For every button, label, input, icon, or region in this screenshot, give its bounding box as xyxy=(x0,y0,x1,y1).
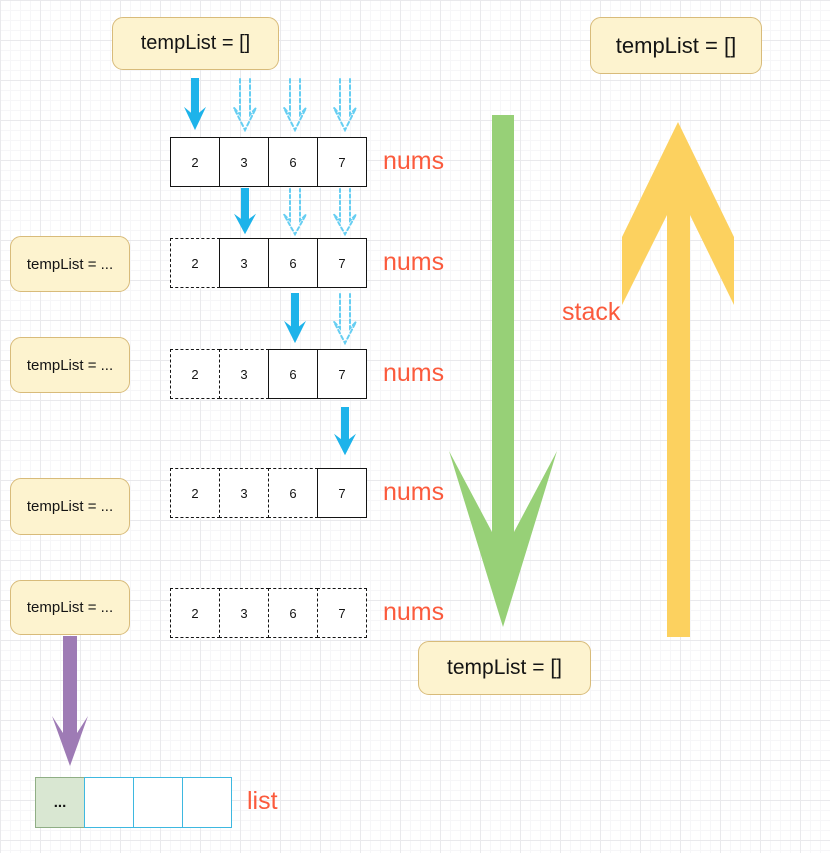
array-cell: 3 xyxy=(219,137,269,187)
nums-label: nums xyxy=(383,147,445,175)
dashed-down-arrow-icon xyxy=(233,78,257,132)
solid-down-arrow-icon xyxy=(183,78,207,132)
templist-ellipsis-callout: tempList = ... xyxy=(10,236,130,292)
dashed-down-arrow-icon xyxy=(283,188,307,236)
array-cell: 6 xyxy=(268,238,318,288)
dashed-down-arrow-icon xyxy=(283,78,307,132)
array-cell: 6 xyxy=(268,137,318,187)
solid-down-arrow-icon xyxy=(233,188,257,236)
nums-label: nums xyxy=(383,478,445,506)
solid-down-arrow-icon xyxy=(333,407,357,457)
array-cell: 7 xyxy=(317,238,367,288)
list-cell: ... xyxy=(35,777,85,828)
templist-empty-callout-top-left: tempList = [] xyxy=(112,17,279,70)
nums-label: nums xyxy=(383,248,445,276)
array-cell: 6 xyxy=(268,588,318,638)
dashed-down-arrow-icon xyxy=(333,188,357,236)
solid-down-arrow-icon xyxy=(283,293,307,345)
list-cell xyxy=(182,777,232,828)
array-cell: 2 xyxy=(170,588,220,638)
array-cell: 3 xyxy=(219,588,269,638)
stack-return-arrow xyxy=(622,122,734,637)
templist-empty-callout-top-right: tempList = [] xyxy=(590,17,762,74)
list-cell xyxy=(133,777,183,828)
array-cell: 2 xyxy=(170,468,220,518)
templist-empty-callout-bottom: tempList = [] xyxy=(418,641,591,695)
templist-ellipsis-callout: tempList = ... xyxy=(10,580,130,635)
array-cell: 3 xyxy=(219,468,269,518)
list-cell xyxy=(84,777,134,828)
nums-label: nums xyxy=(383,598,445,626)
array-cell: 3 xyxy=(219,349,269,399)
array-cell: 7 xyxy=(317,137,367,187)
stack-label: stack xyxy=(562,298,621,326)
array-cell: 7 xyxy=(317,588,367,638)
array-cell: 3 xyxy=(219,238,269,288)
array-cell: 6 xyxy=(268,349,318,399)
recursion-descent-arrow xyxy=(449,115,557,627)
templist-to-list-arrow xyxy=(52,636,88,766)
array-cell: 7 xyxy=(317,468,367,518)
dashed-down-arrow-icon xyxy=(333,78,357,132)
array-cell: 7 xyxy=(317,349,367,399)
array-cell: 6 xyxy=(268,468,318,518)
nums-label: nums xyxy=(383,359,445,387)
templist-ellipsis-callout: tempList = ... xyxy=(10,337,130,393)
result-list-array: ... xyxy=(35,777,232,828)
array-cell: 2 xyxy=(170,137,220,187)
templist-ellipsis-callout: tempList = ... xyxy=(10,478,130,535)
array-cell: 2 xyxy=(170,349,220,399)
list-label: list xyxy=(247,787,278,815)
array-cell: 2 xyxy=(170,238,220,288)
dashed-down-arrow-icon xyxy=(333,293,357,345)
